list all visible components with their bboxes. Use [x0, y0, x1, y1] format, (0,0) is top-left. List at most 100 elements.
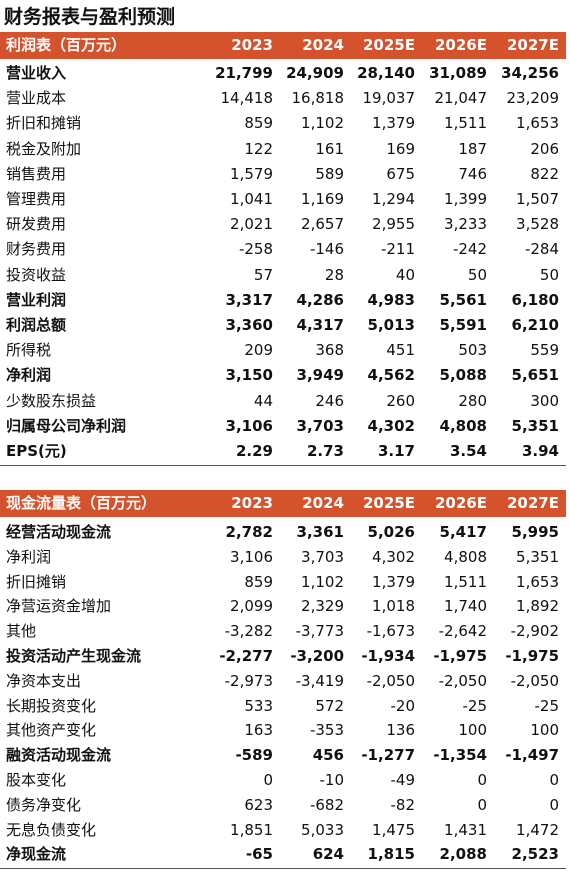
row-label: 净利润 — [6, 547, 52, 566]
table-row: 所得税 209 368 451 503 559 — [0, 338, 566, 363]
cell-value: 1,511 — [444, 114, 487, 133]
cell-value: 2,782 — [225, 523, 273, 541]
row-label: 营业收入 — [6, 64, 67, 82]
cell-value: 14,418 — [220, 89, 274, 108]
cell-value: 3,317 — [225, 290, 273, 309]
cell-value: 4,983 — [367, 290, 415, 309]
cell-value: -2,973 — [224, 671, 273, 690]
table-row: 净资本支出 -2,973 -3,419 -2,050 -2,050 -2,050 — [0, 669, 566, 694]
cell-value: 34,256 — [501, 64, 559, 82]
cell-value: -20 — [390, 696, 416, 715]
cell-value: 2,099 — [230, 597, 273, 616]
table-row: 其他 -3,282 -3,773 -1,673 -2,642 -2,902 — [0, 619, 566, 644]
cell-value: 169 — [386, 139, 415, 158]
cell-value: 3,233 — [444, 215, 487, 234]
cell-value: 2,329 — [301, 597, 344, 616]
cell-value: 623 — [244, 795, 273, 814]
cell-value: 1,475 — [372, 820, 415, 839]
cell-value: 0 — [477, 771, 487, 789]
cell-value: 280 — [458, 391, 487, 410]
cell-value: 161 — [315, 139, 344, 158]
cell-value: 533 — [244, 696, 273, 715]
cell-value: 3.54 — [449, 442, 487, 460]
cell-value: 746 — [458, 164, 487, 183]
cell-value: -1,277 — [361, 746, 415, 765]
cell-value: 1,740 — [444, 597, 487, 616]
cell-value: 4,562 — [367, 366, 415, 385]
cell-value: 3,106 — [230, 547, 273, 566]
header-cell: 2027E — [507, 36, 559, 54]
cell-value: 23,209 — [506, 89, 560, 108]
table-row: 少数股东损益 44 246 260 280 300 — [0, 389, 566, 414]
table-row: 利润总额 3,360 4,317 5,013 5,591 6,210 — [0, 313, 566, 338]
cell-value: -2,050 — [438, 671, 487, 690]
table-header: 现金流量表（百万元） 2023 2024 2025E 2026E 2027E — [0, 490, 566, 517]
cell-value: 2,021 — [230, 215, 273, 234]
cell-value: 28 — [324, 265, 344, 284]
table-row: 无息负债变化 1,851 5,033 1,475 1,431 1,472 — [0, 818, 566, 843]
cell-value: -242 — [452, 240, 487, 259]
cell-value: 2,955 — [372, 215, 415, 234]
row-label: 管理费用 — [6, 190, 67, 208]
table-row: 其他资产变化 163 -353 136 100 100 — [0, 718, 566, 743]
cell-value: 1,041 — [230, 190, 273, 208]
table-row: 营业利润 3,317 4,286 4,983 5,561 6,180 — [0, 288, 566, 313]
row-label: 所得税 — [6, 341, 52, 360]
cell-value: 822 — [530, 164, 559, 183]
cell-value: -1,975 — [505, 647, 559, 665]
cell-value: -3,200 — [290, 647, 344, 665]
cell-value: -1,354 — [433, 746, 487, 765]
table-row: 税金及附加 122 161 169 187 206 — [0, 137, 566, 162]
cell-value: -211 — [380, 240, 415, 259]
cell-value: 1,169 — [301, 190, 344, 208]
cell-value: 1,815 — [367, 845, 415, 864]
header-cell: 2023 — [231, 36, 273, 54]
cell-value: 3.17 — [377, 442, 415, 460]
cell-value: 1,472 — [516, 820, 559, 839]
cell-value: 1,851 — [230, 820, 273, 839]
row-label: 归属母公司净利润 — [6, 416, 127, 435]
table-header: 利润表（百万元） 2023 2024 2025E 2026E 2027E — [0, 32, 566, 59]
cell-value: 3,703 — [301, 547, 344, 566]
cell-value: 1,399 — [444, 190, 487, 208]
cell-value: 16,818 — [291, 89, 345, 108]
header-cell: 2027E — [507, 494, 559, 512]
table-row: 投资收益 57 28 40 50 50 — [0, 263, 566, 288]
cell-value: -25 — [462, 696, 488, 715]
cell-value: -1,934 — [361, 647, 415, 665]
cell-value: 5,351 — [511, 416, 559, 435]
cell-value: -49 — [390, 771, 416, 789]
cell-value: 3,106 — [225, 416, 273, 435]
cell-value: 300 — [530, 391, 559, 410]
cell-value: 28,140 — [357, 64, 415, 82]
cell-value: 50 — [539, 265, 559, 284]
cell-value: 3,528 — [516, 215, 559, 234]
cell-value: 19,037 — [362, 89, 416, 108]
cell-value: 451 — [386, 341, 415, 360]
cell-value: 3,361 — [296, 523, 344, 541]
cell-value: 163 — [244, 721, 273, 740]
table-row: 净现金流 -65 624 1,815 2,088 2,523 — [0, 842, 566, 867]
cell-value: 6,210 — [511, 316, 559, 334]
table-row: 融资活动现金流 -589 456 -1,277 -1,354 -1,497 — [0, 743, 566, 768]
cell-value: -3,282 — [224, 622, 273, 641]
row-label: 销售费用 — [6, 164, 67, 183]
header-cell: 2026E — [435, 36, 487, 54]
row-label: 长期投资变化 — [6, 696, 97, 715]
cell-value: 859 — [244, 114, 273, 133]
cell-value: 0 — [263, 771, 273, 789]
table-row: 营业收入 21,799 24,909 28,140 31,089 34,256 — [0, 61, 566, 86]
header-cell: 2024 — [302, 494, 344, 512]
cell-value: 675 — [386, 164, 415, 183]
header-cell: 2024 — [302, 36, 344, 54]
cell-value: -353 — [309, 721, 344, 740]
table-row: 净营运资金增加 2,099 2,329 1,018 1,740 1,892 — [0, 594, 566, 619]
row-label: 其他资产变化 — [6, 721, 97, 740]
row-label: 其他 — [6, 622, 37, 641]
table-row: 归属母公司净利润 3,106 3,703 4,302 4,808 5,351 — [0, 414, 566, 439]
cell-value: -3,419 — [295, 671, 344, 690]
cell-value: 100 — [530, 721, 559, 740]
cell-value: -1,975 — [433, 647, 487, 665]
cell-value: 1,379 — [372, 114, 415, 133]
row-label: 净营运资金增加 — [6, 597, 112, 616]
